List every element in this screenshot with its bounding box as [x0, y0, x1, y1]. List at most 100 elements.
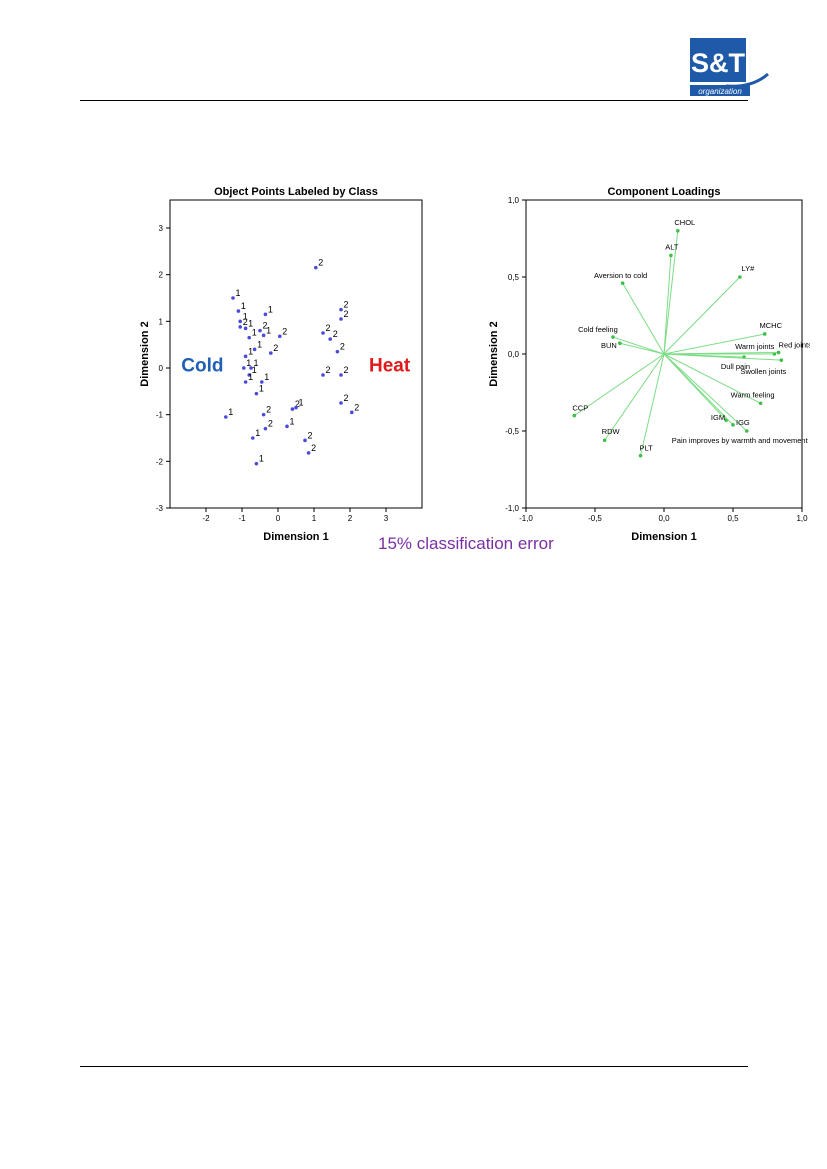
classification-error-note: 15% classification error: [378, 534, 554, 553]
x-tick-label: 0: [276, 514, 281, 523]
point-class-label: 1: [241, 301, 246, 311]
data-point: [224, 415, 228, 419]
loading-point: [745, 429, 749, 433]
data-point: [269, 351, 273, 355]
y-tick-label: 2: [159, 271, 164, 280]
loading-vector: [663, 353, 782, 361]
point-class-label: 1: [254, 358, 259, 368]
loading-label: RDW: [602, 427, 621, 436]
point-class-label: 2: [326, 365, 331, 375]
y-tick-label: -1: [156, 411, 164, 420]
loading-label: PLT: [640, 444, 654, 453]
x-tick-label: 0,5: [727, 514, 739, 523]
data-point: [254, 461, 259, 466]
data-point: [339, 373, 343, 377]
data-point: [314, 265, 318, 270]
point-class-label: 1: [268, 304, 273, 314]
loading-point: [738, 275, 742, 279]
x-tick-label: -1,0: [519, 514, 533, 523]
loading-label: Cold feeling: [578, 325, 618, 334]
component-loadings-chart: Component Loadings -1,0 -0,5 0,0 0,5 1,0 -1,0 -…: [488, 186, 810, 542]
data-point: [335, 349, 340, 354]
data-point: [243, 354, 248, 359]
data-point: [263, 312, 268, 317]
loading-vector: [663, 230, 679, 355]
data-point: [243, 380, 248, 384]
loading-label: BUN: [601, 341, 617, 350]
loading-label: ALT: [665, 242, 679, 251]
point-class-label: 2: [344, 365, 349, 375]
point-class-label: 2: [354, 402, 359, 412]
point-class-label: 2: [344, 309, 349, 319]
data-point: [238, 319, 242, 324]
x-tick-label: -0,5: [588, 514, 602, 523]
data-point: [238, 325, 242, 329]
point-class-label: 2: [318, 258, 323, 268]
loading-vector: [574, 353, 665, 417]
loading-point: [572, 413, 577, 418]
loading-vector: [663, 353, 734, 426]
point-class-label: 1: [236, 288, 241, 298]
y-tick-label: 0,5: [508, 273, 520, 282]
data-point: [321, 331, 325, 335]
point-class-label: 1: [264, 372, 269, 382]
loading-point: [611, 335, 615, 339]
point-class-label: 2: [333, 329, 338, 339]
x-axis-label: Dimension 1: [631, 531, 696, 542]
point-class-label: 2: [263, 321, 268, 331]
point-class-label: 1: [243, 311, 248, 321]
point-class-label: 2: [308, 430, 313, 440]
point-class-label: 2: [311, 443, 316, 453]
data-point: [328, 337, 332, 341]
loading-vector: [612, 336, 665, 355]
data-point: [294, 405, 298, 410]
data-point: [321, 373, 325, 377]
loading-label: CHOL: [674, 218, 695, 227]
loading-vector: [622, 282, 665, 355]
logo-text: S&T: [691, 48, 746, 78]
y-tick-label: 0: [159, 364, 164, 373]
loading-label: Dull pain: [721, 362, 750, 371]
loading-point: [602, 438, 607, 443]
point-class-label: 1: [259, 384, 264, 394]
loading-vector: [619, 342, 665, 355]
data-point: [247, 335, 251, 340]
loading-vector: [640, 353, 665, 456]
x-tick-label: 2: [348, 514, 353, 523]
chart-title: Component Loadings: [607, 186, 720, 198]
data-point: [339, 401, 343, 405]
data-point: [252, 347, 257, 352]
loading-point: [618, 341, 622, 346]
point-class-label: 2: [295, 399, 300, 409]
loading-vector: [663, 353, 748, 432]
loading-label: LY#: [742, 264, 756, 273]
data-point: [260, 380, 264, 384]
point-class-label: 1: [290, 416, 295, 426]
loading-point: [779, 358, 784, 362]
point-class-label: 1: [248, 318, 253, 328]
chart-title: Object Points Labeled by Class: [214, 186, 378, 198]
x-axis-label: Dimension 1: [263, 531, 328, 542]
loading-point: [638, 453, 643, 458]
organization-logo: S&T organization: [690, 38, 769, 96]
point-class-label: 2: [282, 326, 287, 336]
y-tick-label: 3: [159, 224, 164, 233]
data-point: [247, 373, 251, 377]
data-point: [339, 307, 343, 312]
point-class-label: 2: [340, 342, 345, 352]
y-tick-label: 0,0: [508, 350, 520, 359]
point-class-label: 1: [248, 372, 253, 382]
loading-label: Pain improves by warmth and movement: [672, 436, 809, 445]
loading-label: CCP: [572, 404, 588, 413]
loading-label: Warm feeling: [731, 390, 775, 399]
y-tick-label: 1: [159, 317, 164, 326]
y-tick-label: 1,0: [508, 196, 520, 205]
point-class-label: 1: [252, 328, 257, 338]
point-class-label: 1: [299, 398, 304, 408]
class-annotation-cold: Cold: [181, 356, 223, 377]
y-axis-label: Dimension 2: [139, 321, 151, 386]
loading-vector: [663, 353, 761, 404]
data-point: [251, 436, 255, 440]
data-point: [306, 451, 311, 455]
point-class-label: 1: [228, 407, 233, 417]
